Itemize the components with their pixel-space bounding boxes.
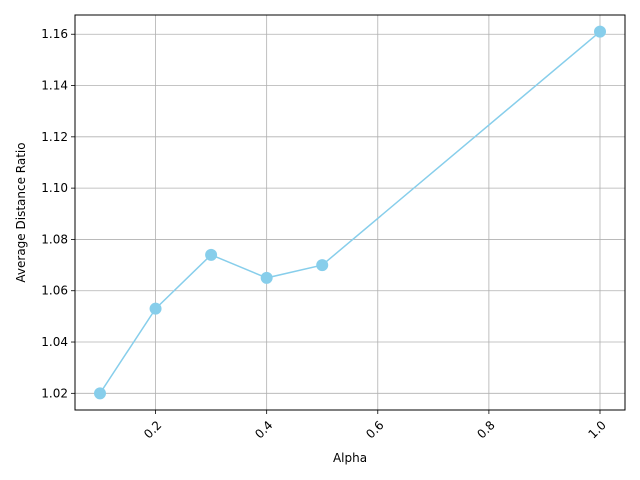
y-tick-label: 1.06 [41, 284, 68, 298]
x-tick-label: 0.4 [252, 418, 275, 441]
y-tick-label: 1.16 [41, 27, 68, 41]
plot-area-frame [74, 14, 626, 411]
y-tick-label: 1.02 [41, 386, 68, 400]
y-tick-label: 1.10 [41, 181, 68, 195]
data-point [205, 248, 218, 261]
data-point [94, 387, 106, 400]
y-tick-label: 1.14 [41, 79, 68, 93]
x-tick-label: 0.8 [474, 418, 497, 441]
x-tick-label: 0.6 [363, 418, 386, 441]
tick-layer: 1.02 1.04 1.06 1.08 1.10 1.12 1.14 1.16 0.2 0.4 0.… [41, 27, 609, 441]
data-point [260, 271, 273, 284]
y-tick-label: 1.12 [41, 130, 68, 144]
grid-layer [75, 15, 625, 410]
x-tick-label: 0.2 [141, 418, 164, 441]
y-axis-label: Average Distance Ratio [14, 142, 28, 282]
x-tick-label: 1.0 [586, 418, 609, 441]
y-tick-label: 1.08 [41, 232, 68, 246]
x-axis-label: Alpha [333, 451, 367, 465]
data-point [316, 259, 329, 272]
data-point [149, 302, 162, 315]
y-tick-label: 1.04 [41, 335, 68, 349]
series-line [99, 31, 601, 394]
data-point [594, 25, 606, 38]
series-layer [94, 25, 606, 400]
